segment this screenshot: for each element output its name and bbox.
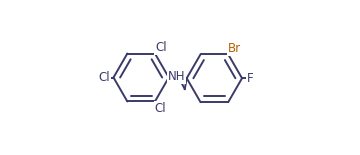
Text: Cl: Cl xyxy=(155,102,166,115)
Text: NH: NH xyxy=(168,70,185,83)
Text: Br: Br xyxy=(228,42,242,55)
Text: Cl: Cl xyxy=(98,71,110,84)
Text: F: F xyxy=(247,72,253,85)
Text: Cl: Cl xyxy=(156,41,167,54)
